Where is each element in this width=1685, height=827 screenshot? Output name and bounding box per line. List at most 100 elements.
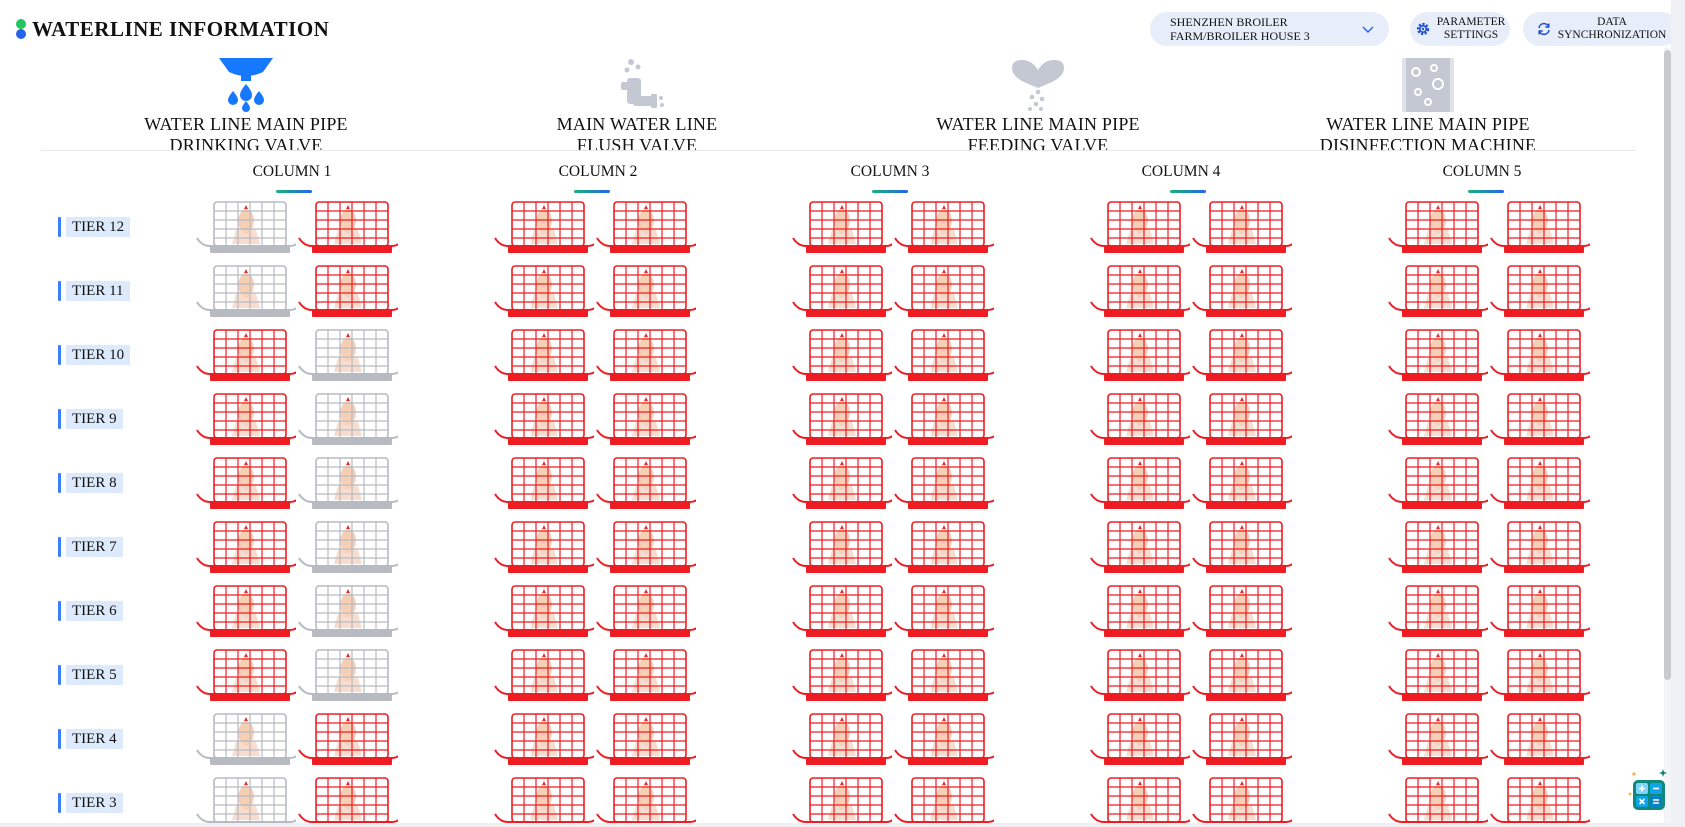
cage-icon[interactable] (1490, 584, 1596, 640)
cage-icon[interactable] (1490, 648, 1596, 704)
cage-icon[interactable] (494, 648, 600, 704)
cage-icon[interactable] (1090, 456, 1196, 512)
cage-icon[interactable] (894, 456, 1000, 512)
cage-icon[interactable] (196, 520, 302, 576)
cage-icon[interactable] (1490, 520, 1596, 576)
cage-icon[interactable] (1490, 328, 1596, 384)
cage-icon[interactable] (792, 264, 898, 320)
cage-icon[interactable] (894, 328, 1000, 384)
cage-icon[interactable] (596, 776, 702, 823)
cage-icon[interactable] (792, 328, 898, 384)
cage-icon[interactable] (1388, 200, 1494, 256)
cage-icon[interactable] (1192, 584, 1298, 640)
cage-icon[interactable] (196, 328, 302, 384)
cage-icon[interactable] (596, 264, 702, 320)
cage-icon[interactable] (1490, 712, 1596, 768)
cage-icon[interactable] (792, 584, 898, 640)
valve-flush[interactable]: MAIN WATER LINE FLUSH VALVE (517, 58, 757, 156)
cage-icon[interactable] (1192, 776, 1298, 823)
cage-icon[interactable] (494, 328, 600, 384)
cage-icon[interactable] (1490, 392, 1596, 448)
cage-icon[interactable] (298, 776, 404, 823)
cage-icon[interactable] (1090, 200, 1196, 256)
cage-icon[interactable] (894, 584, 1000, 640)
cage-icon[interactable] (792, 456, 898, 512)
cage-icon[interactable] (494, 264, 600, 320)
cage-icon[interactable] (494, 456, 600, 512)
cage-icon[interactable] (494, 392, 600, 448)
cage-icon[interactable] (298, 456, 404, 512)
cage-icon[interactable] (196, 264, 302, 320)
cage-icon[interactable] (298, 712, 404, 768)
cage-icon[interactable] (596, 328, 702, 384)
cage-icon[interactable] (1090, 328, 1196, 384)
cage-icon[interactable] (1388, 328, 1494, 384)
cage-icon[interactable] (1490, 200, 1596, 256)
data-sync-button[interactable]: DATA SYNCHRONIZATION (1523, 12, 1671, 46)
cage-icon[interactable] (894, 264, 1000, 320)
cage-icon[interactable] (1090, 264, 1196, 320)
cage-icon[interactable] (196, 200, 302, 256)
cage-icon[interactable] (298, 328, 404, 384)
cage-icon[interactable] (596, 584, 702, 640)
cage-icon[interactable] (196, 584, 302, 640)
cage-icon[interactable] (196, 456, 302, 512)
cage-icon[interactable] (298, 264, 404, 320)
parameter-settings-button[interactable]: PARAMETER SETTINGS (1410, 12, 1510, 46)
cage-icon[interactable] (196, 712, 302, 768)
cage-icon[interactable] (1490, 264, 1596, 320)
cage-icon[interactable] (1388, 520, 1494, 576)
cage-icon[interactable] (1388, 264, 1494, 320)
cage-icon[interactable] (1388, 456, 1494, 512)
cage-icon[interactable] (596, 392, 702, 448)
cage-icon[interactable] (494, 520, 600, 576)
cage-icon[interactable] (1090, 648, 1196, 704)
valve-feeding[interactable]: WATER LINE MAIN PIPE FEEDING VALVE (918, 58, 1158, 156)
cage-icon[interactable] (894, 712, 1000, 768)
cage-icon[interactable] (1192, 456, 1298, 512)
cage-icon[interactable] (596, 200, 702, 256)
cage-icon[interactable] (1490, 456, 1596, 512)
cage-icon[interactable] (1192, 648, 1298, 704)
cage-icon[interactable] (298, 520, 404, 576)
cage-icon[interactable] (1090, 520, 1196, 576)
cage-icon[interactable] (298, 648, 404, 704)
cage-icon[interactable] (596, 712, 702, 768)
cage-icon[interactable] (894, 200, 1000, 256)
cage-icon[interactable] (1388, 392, 1494, 448)
calculator-icon[interactable] (1626, 768, 1670, 812)
cage-icon[interactable] (1192, 200, 1298, 256)
valve-drinking[interactable]: WATER LINE MAIN PIPE DRINKING VALVE (126, 58, 366, 156)
cage-icon[interactable] (1192, 712, 1298, 768)
cage-icon[interactable] (792, 392, 898, 448)
cage-icon[interactable] (1192, 520, 1298, 576)
cage-icon[interactable] (1388, 776, 1494, 823)
cage-icon[interactable] (494, 200, 600, 256)
cage-icon[interactable] (1388, 648, 1494, 704)
cage-icon[interactable] (1192, 392, 1298, 448)
cage-icon[interactable] (298, 584, 404, 640)
cage-icon[interactable] (494, 776, 600, 823)
location-select[interactable]: SHENZHEN BROILER FARM/BROILER HOUSE 3 (1150, 12, 1389, 46)
cage-icon[interactable] (1090, 776, 1196, 823)
cage-icon[interactable] (792, 776, 898, 823)
cage-icon[interactable] (298, 392, 404, 448)
cage-icon[interactable] (894, 776, 1000, 823)
cage-icon[interactable] (792, 200, 898, 256)
cage-icon[interactable] (1388, 584, 1494, 640)
cage-icon[interactable] (894, 520, 1000, 576)
valve-disinfection[interactable]: WATER LINE MAIN PIPE DISINFECTION MACHINE (1308, 58, 1548, 156)
cage-icon[interactable] (1090, 584, 1196, 640)
cage-icon[interactable] (792, 648, 898, 704)
cage-icon[interactable] (494, 712, 600, 768)
cage-icon[interactable] (894, 648, 1000, 704)
cage-icon[interactable] (894, 392, 1000, 448)
cage-icon[interactable] (1490, 776, 1596, 823)
cage-icon[interactable] (196, 776, 302, 823)
cage-icon[interactable] (196, 648, 302, 704)
cage-icon[interactable] (298, 200, 404, 256)
cage-icon[interactable] (1090, 712, 1196, 768)
cage-icon[interactable] (1192, 328, 1298, 384)
cage-icon[interactable] (1388, 712, 1494, 768)
cage-icon[interactable] (1192, 264, 1298, 320)
